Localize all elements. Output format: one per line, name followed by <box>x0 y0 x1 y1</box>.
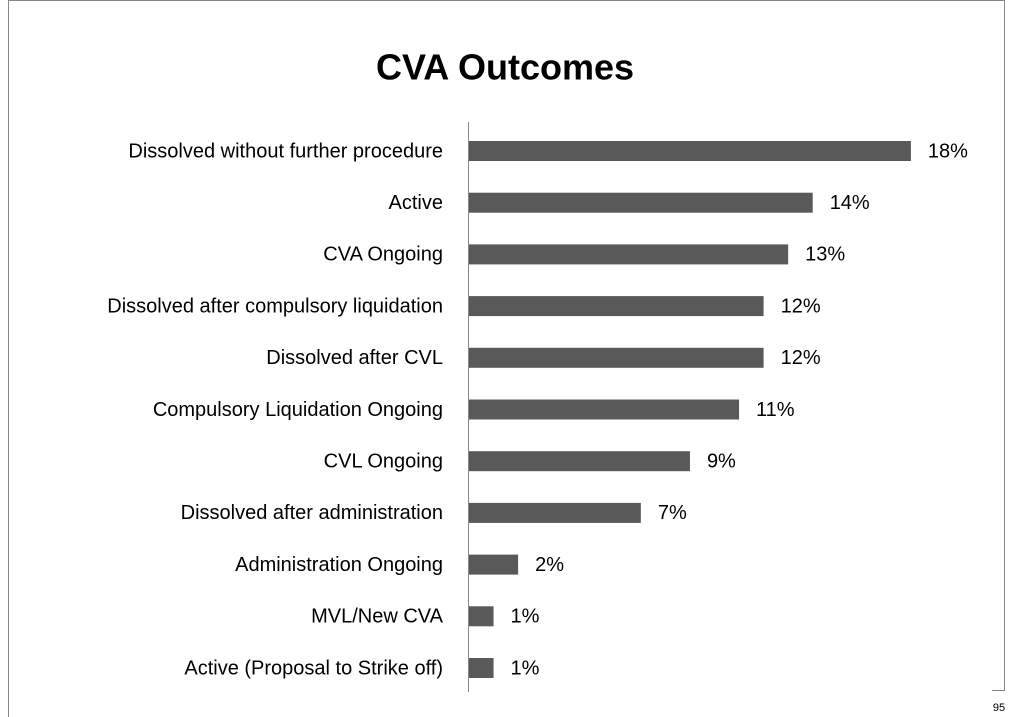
category-label: MVL/New CVA <box>311 606 444 628</box>
category-label: Dissolved after CVL <box>266 347 443 369</box>
bar <box>469 502 641 523</box>
category-label: CVL Ongoing <box>324 450 443 472</box>
value-label: 12% <box>781 347 821 369</box>
bar <box>469 296 764 317</box>
category-label: CVA Ongoing <box>323 244 443 266</box>
category-label: Active (Proposal to Strike off) <box>184 657 443 679</box>
value-label: 1% <box>511 606 540 628</box>
bar <box>469 244 789 265</box>
bar <box>469 658 494 678</box>
value-label: 7% <box>658 502 687 524</box>
bar <box>469 451 690 472</box>
category-label: Active <box>389 192 443 214</box>
value-label: 13% <box>805 244 845 266</box>
bar <box>469 554 519 575</box>
bar <box>469 192 813 213</box>
value-label: 1% <box>511 657 540 679</box>
page-number: 95 <box>993 702 1005 714</box>
bar <box>469 347 764 368</box>
bar <box>469 606 494 627</box>
category-label: Dissolved after administration <box>181 502 443 524</box>
bar <box>469 399 740 420</box>
value-label: 18% <box>928 140 968 162</box>
bar <box>469 141 911 161</box>
value-label: 9% <box>707 450 736 472</box>
frame <box>8 0 1005 717</box>
category-label: Administration Ongoing <box>235 554 443 576</box>
value-label: 2% <box>535 554 564 576</box>
category-label: Compulsory Liquidation Ongoing <box>153 399 443 421</box>
chart-title: CVA Outcomes <box>376 47 634 88</box>
value-label: 12% <box>781 295 821 317</box>
category-label: Dissolved after compulsory liquidation <box>107 295 443 317</box>
value-label: 11% <box>756 399 795 421</box>
value-label: 14% <box>830 192 870 214</box>
category-label: Dissolved without further procedure <box>128 140 443 162</box>
